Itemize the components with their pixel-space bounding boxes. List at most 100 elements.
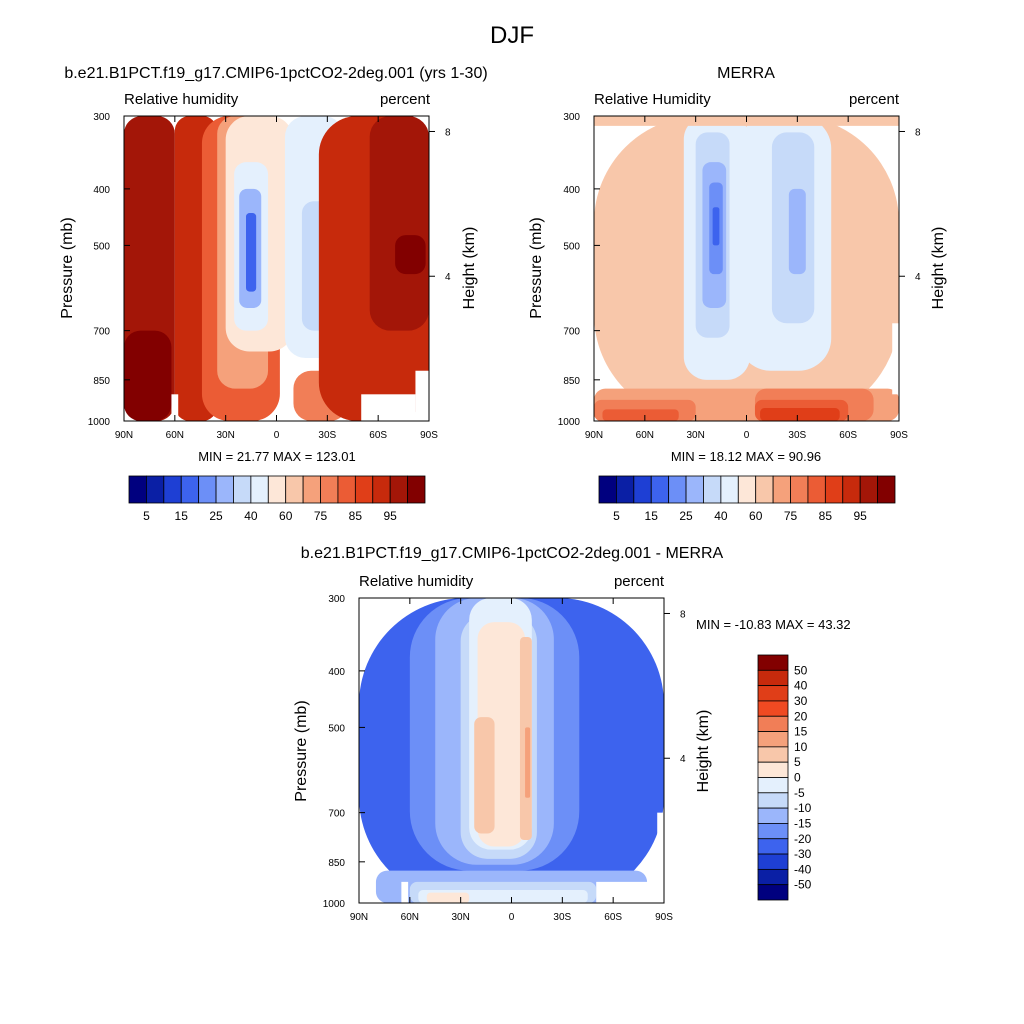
y-tick-label: 700 <box>93 327 110 338</box>
colorbar-swatch <box>757 807 789 824</box>
axes: 90N 60N 30N 0 30S 60S 90S 300 400 500 700 850 1000 8 4 <box>558 112 921 441</box>
colorbar-label: 60 <box>749 509 763 523</box>
colorbar-label: 75 <box>784 509 798 523</box>
y2-tick-label: 8 <box>445 127 451 138</box>
x-tick-label: 90S <box>890 430 908 441</box>
contour-region <box>602 409 679 421</box>
colorbar-swatch <box>757 685 789 702</box>
missing-data <box>401 881 409 903</box>
x-tick-label: 0 <box>744 430 750 441</box>
contour-region <box>474 717 495 834</box>
x-tick-label: 60S <box>369 430 387 441</box>
variable-label: Relative humidity <box>359 573 474 590</box>
colorbar-swatch <box>128 475 147 504</box>
x-tick-label: 30S <box>553 912 571 923</box>
y-tick-label: 400 <box>93 185 110 196</box>
colorbar-swatch <box>757 777 789 794</box>
contour-region <box>760 408 840 421</box>
height-axis-label: Height (km) <box>461 227 478 310</box>
missing-data <box>596 881 664 903</box>
colorbar-swatch <box>877 475 896 504</box>
x-tick-label: 30S <box>788 430 806 441</box>
y-tick-label: 400 <box>328 667 345 678</box>
colorbar-swatch <box>859 475 878 504</box>
contour-region <box>712 207 720 246</box>
y2-tick-label: 4 <box>445 272 451 283</box>
y-tick-label: 700 <box>328 809 345 820</box>
x-tick-label: 0 <box>274 430 280 441</box>
colorbar-label: -50 <box>794 878 812 892</box>
min-max-stats: MIN = 18.12 MAX = 90.96 <box>671 449 821 464</box>
colorbar-swatch <box>807 475 826 504</box>
colorbar-label: -20 <box>794 832 812 846</box>
colorbar-label: 60 <box>279 509 293 523</box>
missing-data <box>361 394 416 421</box>
colorbar-swatch <box>757 838 789 855</box>
colorbar-swatch <box>703 475 722 504</box>
colorbar-swatch <box>842 475 861 504</box>
colorbar-label: 95 <box>383 509 397 523</box>
colorbar-swatch <box>180 475 200 504</box>
colorbar-swatch <box>337 475 356 504</box>
colorbar-label: -15 <box>794 816 812 830</box>
merra-panel: MERRA Relative Humidity percent 90N 60N 30… <box>528 65 947 523</box>
colorbar-label: 20 <box>794 709 808 723</box>
y2-tick-label: 8 <box>680 609 686 620</box>
colorbar-swatch <box>757 884 789 901</box>
x-tick-label: 0 <box>509 912 515 923</box>
colorbar-label: 15 <box>645 509 659 523</box>
missing-data <box>892 323 899 395</box>
y2-tick-label: 8 <box>915 127 921 138</box>
y-tick-label: 300 <box>93 112 110 123</box>
contour-field <box>594 116 899 421</box>
colorbar-swatch <box>757 715 789 732</box>
x-tick-label: 30N <box>686 430 704 441</box>
height-axis-label: Height (km) <box>695 710 712 793</box>
variable-label: Relative humidity <box>124 91 239 108</box>
units-label: percent <box>849 91 900 108</box>
colorbar-swatch <box>772 475 791 504</box>
y-tick-label: 850 <box>93 376 110 387</box>
x-tick-label: 60N <box>401 912 419 923</box>
colorbar-swatch <box>650 475 670 504</box>
colorbar: 5 15 25 40 60 75 85 95 <box>598 475 896 523</box>
axes: 90N 60N 30N 0 30S 60S 90S 300 400 500 700 850 1000 8 4 <box>323 594 686 923</box>
x-tick-label: 90S <box>655 912 673 923</box>
colorbar-label: 50 <box>794 663 808 677</box>
colorbar-swatch <box>302 475 321 504</box>
colorbar-label: 75 <box>314 509 328 523</box>
contour-region <box>124 330 172 421</box>
colorbar-swatch <box>755 475 774 504</box>
colorbar-label: 85 <box>349 509 363 523</box>
contour-field <box>124 116 429 421</box>
model-panel: b.e21.B1PCT.f19_g17.CMIP6-1pctCO2-2deg.0… <box>59 65 488 523</box>
colorbar-swatch <box>198 475 217 504</box>
colorbar-swatch <box>598 475 617 504</box>
colorbar-swatch <box>737 475 757 504</box>
colorbar-swatch <box>757 823 789 840</box>
colorbar-label: 25 <box>679 509 693 523</box>
colorbar-label: -5 <box>794 786 805 800</box>
x-tick-label: 30N <box>451 912 469 923</box>
height-axis-label: Height (km) <box>930 227 947 310</box>
y-tick-label: 500 <box>93 241 110 252</box>
colorbar-swatch <box>757 731 789 748</box>
colorbar-label: 40 <box>714 509 728 523</box>
y-tick-label: 1000 <box>88 417 111 428</box>
contour-region <box>395 235 426 275</box>
y-tick-label: 300 <box>563 112 580 123</box>
colorbar-label: 5 <box>613 509 620 523</box>
figure-title: DJF <box>490 22 534 49</box>
variable-label: Relative Humidity <box>594 91 711 108</box>
x-tick-label: 60N <box>166 430 184 441</box>
colorbar-swatch <box>720 475 739 504</box>
y-tick-label: 850 <box>328 858 345 869</box>
colorbar-swatch <box>407 475 426 504</box>
units-label: percent <box>614 573 665 590</box>
colorbar-label: -10 <box>794 801 812 815</box>
pressure-axis-label: Pressure (mb) <box>59 217 76 318</box>
colorbar-swatch <box>757 761 789 778</box>
y-tick-label: 500 <box>328 723 345 734</box>
